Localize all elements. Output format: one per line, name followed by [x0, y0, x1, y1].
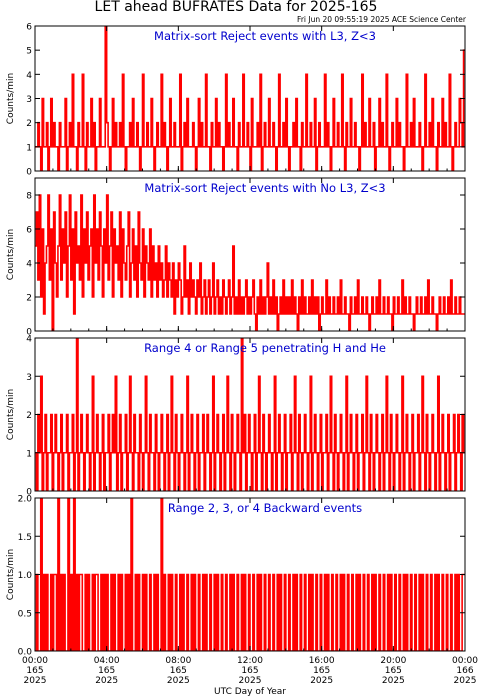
y-tick-label: 2 [26, 411, 32, 421]
y-tick-label: 0 [26, 488, 32, 498]
panels: 0 1 2 3 4 5 6 Matrix-sort Reject events with L3… [6, 23, 466, 658]
y-tick-label: 5 [26, 47, 32, 57]
panel-title: Range 4 or Range 5 penetrating H and He [144, 341, 386, 355]
y-tick-label: 0.5 [18, 609, 32, 619]
chart-title: LET ahead BUFRATES Data for 2025-165 [95, 0, 378, 15]
y-tick-label: 2 [26, 119, 32, 129]
x-tick-time: 00:00 [452, 656, 478, 666]
x-tick-doy: 165 [170, 666, 187, 676]
y-tick-label: 8 [26, 192, 32, 202]
x-tick-doy: 165 [313, 666, 330, 676]
y-tick-label: 0 [26, 328, 32, 338]
series-line-1-1 [35, 26, 465, 171]
x-tick-year: 2025 [454, 676, 477, 686]
x-tick-time: 04:00 [94, 656, 120, 666]
x-tick-year: 2025 [167, 676, 190, 686]
panel-3: 0 1 2 3 4 Range 4 or Range 5 penetrating H an… [6, 335, 466, 498]
y-tick-label: 2 [26, 294, 32, 304]
y-tick-label: 1.5 [18, 533, 32, 543]
panel-title: Range 2, 3, or 4 Backward events [168, 501, 362, 515]
y-axis-label: Counts/min [6, 229, 16, 280]
x-axis-label: UTC Day of Year [214, 687, 286, 697]
panel-title: Matrix-sort Reject events with L3, Z<3 [154, 29, 376, 43]
y-tick-label: 4 [26, 71, 32, 81]
x-tick-doy: 165 [26, 666, 43, 676]
panel-2: 0 2 4 6 8 Matrix-sort Reject events with No L… [6, 177, 466, 338]
x-axis: 00:00165202504:00165202508:00165202512:0… [22, 656, 478, 686]
x-tick-time: 12:00 [237, 656, 263, 666]
y-axis-label: Counts/min [6, 549, 16, 600]
series-line-4-1 [35, 498, 465, 651]
y-tick-label: 6 [26, 23, 32, 33]
y-tick-label: 1.0 [18, 571, 33, 581]
x-tick-doy: 165 [241, 666, 258, 676]
x-tick-doy: 165 [98, 666, 115, 676]
y-tick-label: 1 [26, 449, 32, 459]
y-axis-label: Counts/min [6, 73, 16, 124]
y-tick-label: 0.0 [18, 648, 33, 658]
y-tick-label: 4 [26, 335, 32, 345]
panel-4: 0.0 0.5 1.0 1.5 2.0 Range 2, 3, or 4 Backward… [6, 495, 466, 658]
y-tick-label: 1 [26, 143, 32, 153]
series-line-3-1 [35, 338, 465, 491]
y-tick-label: 0 [26, 168, 32, 178]
x-tick-doy: 166 [456, 666, 473, 676]
x-tick-year: 2025 [95, 676, 118, 686]
generation-timestamp: Fri Jun 20 09:55:19 2025 ACE Science Cen… [297, 15, 467, 24]
x-tick-year: 2025 [24, 676, 47, 686]
y-tick-label: 4 [26, 260, 32, 270]
x-tick-year: 2025 [382, 676, 405, 686]
y-tick-label: 3 [26, 373, 32, 383]
y-axis-label: Counts/min [6, 389, 16, 440]
y-tick-label: 2.0 [18, 495, 33, 505]
panel-1: 0 1 2 3 4 5 6 Matrix-sort Reject events with L3… [6, 23, 466, 178]
x-tick-year: 2025 [239, 676, 262, 686]
series-line-2-1 [35, 194, 465, 331]
x-tick-time: 16:00 [309, 656, 335, 666]
panel-title: Matrix-sort Reject events with No L3, Z<… [144, 181, 385, 195]
y-tick-label: 6 [26, 226, 32, 236]
x-tick-time: 20:00 [380, 656, 406, 666]
y-tick-label: 3 [26, 95, 32, 105]
x-tick-time: 08:00 [165, 656, 191, 666]
x-tick-doy: 165 [385, 666, 402, 676]
x-tick-time: 00:00 [22, 656, 48, 666]
x-tick-year: 2025 [310, 676, 333, 686]
